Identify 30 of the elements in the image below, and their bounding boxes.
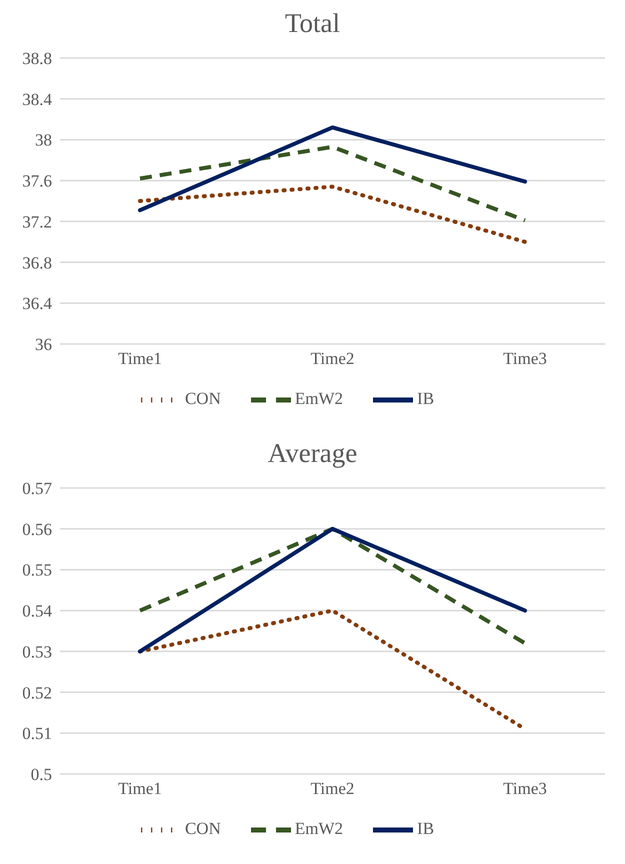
chart-title: Total	[284, 7, 342, 40]
y-tick-label: 36	[35, 335, 52, 354]
chart-title: Average	[266, 437, 358, 470]
y-tick-label: 37.6	[22, 172, 52, 191]
y-tick-label: 0.57	[22, 479, 52, 498]
y-tick-label: 0.53	[22, 642, 52, 662]
y-tick-label: 0.52	[22, 683, 52, 702]
y-tick-label: 38.4	[22, 90, 52, 109]
legend-label: CON	[184, 818, 221, 838]
x-tick-label: Time1	[118, 349, 162, 368]
legend-label: IB	[417, 388, 434, 408]
x-tick-label: Time3	[503, 779, 547, 798]
legend-label: IB	[417, 818, 434, 838]
y-tick-label: 0.54	[22, 602, 52, 621]
legend-label: EmW2	[294, 388, 344, 408]
legend-label: EmW2	[294, 818, 344, 838]
x-tick-label: Time2	[310, 349, 354, 368]
y-tick-label: 0.56	[22, 520, 52, 539]
y-tick-label: 0.55	[22, 560, 52, 580]
legend-label: CON	[184, 388, 221, 408]
y-tick-label: 36.8	[22, 253, 52, 272]
y-tick-label: 0.5	[30, 765, 52, 784]
x-tick-label: Time2	[310, 779, 354, 798]
x-tick-label: Time3	[503, 349, 547, 368]
y-tick-label: 0.51	[22, 724, 52, 744]
y-tick-label: 38	[35, 130, 52, 150]
x-tick-label: Time1	[118, 779, 162, 798]
y-tick-label: 37.2	[22, 212, 52, 232]
y-tick-label: 38.8	[22, 49, 52, 68]
y-tick-label: 36.4	[22, 294, 52, 314]
